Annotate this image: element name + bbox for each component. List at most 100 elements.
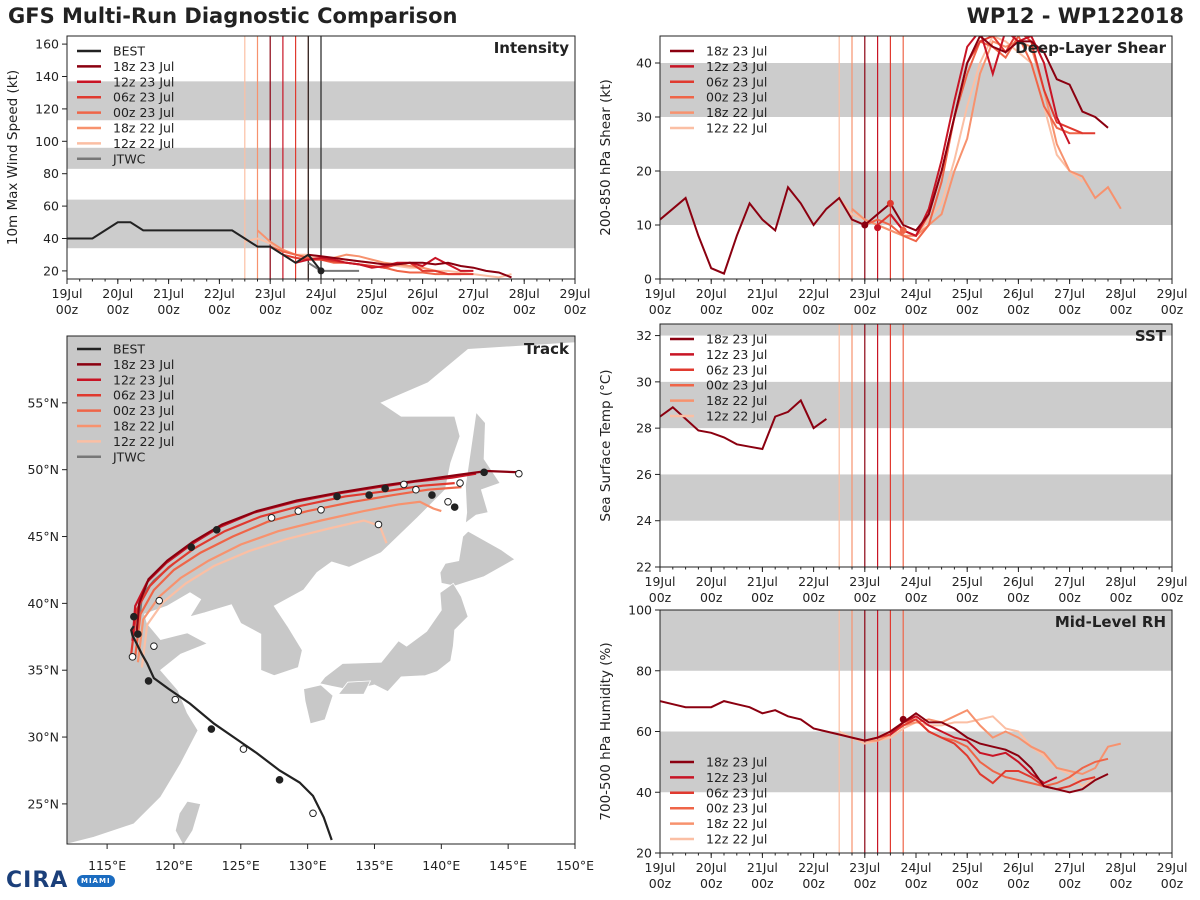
track-legend-label: 00z 23 Jul — [113, 403, 174, 418]
land-hokkaido — [439, 530, 516, 587]
logo-text: CIRA — [6, 868, 69, 893]
intensity-xtick-label-hour: 00z — [310, 302, 333, 317]
intensity-xtick-label-day: 27Jul — [458, 286, 489, 301]
sst-legend-label: 00z 23 Jul — [706, 378, 767, 393]
shear-xtick-label-day: 25Jul — [952, 286, 983, 301]
intensity-title: Intensity — [494, 39, 570, 57]
sst-ytick-label: 26 — [636, 467, 652, 482]
shear-ytick-label: 40 — [636, 56, 652, 71]
sst-xtick-label-hour: 00z — [649, 590, 672, 605]
rh-xtick-label-hour: 00z — [1058, 876, 1081, 891]
shear-xtick-label-day: 22Jul — [798, 286, 829, 301]
shear-xtick-label-day: 27Jul — [1054, 286, 1085, 301]
intensity-legend-label: 12z 22 Jul — [113, 136, 174, 151]
intensity-series-group — [67, 221, 512, 279]
sst-xtick-label-day: 26Jul — [1003, 574, 1034, 589]
rh-ytick-label: 40 — [636, 785, 652, 800]
shear-ytick-label: 0 — [644, 272, 652, 287]
sst-legend-label: 12z 22 Jul — [706, 409, 767, 424]
sst-legend-label: 18z 22 Jul — [706, 393, 767, 408]
shear-marker-0 — [861, 221, 869, 229]
sst-ytick-label: 30 — [636, 374, 652, 389]
shear-xtick-label-hour: 00z — [1058, 302, 1081, 317]
intensity-xtick-label-day: 22Jul — [204, 286, 235, 301]
panel-track: 115°E 120°E 125°E 130°E 135°E 140°E 145°E 150°E… — [27, 335, 594, 873]
rh-band-1 — [660, 610, 1172, 671]
track-point — [239, 745, 248, 753]
sst-legend-label: 18z 23 Jul — [706, 332, 767, 347]
shear-xtick-label-day: 19Jul — [645, 286, 676, 301]
shear-ylabel: 200-850 hPa Shear (kt) — [598, 79, 614, 236]
shear-xtick-label-day: 29Jul — [1157, 286, 1188, 301]
shear-xtick-label-hour: 00z — [649, 302, 672, 317]
track-point — [134, 630, 142, 638]
intensity-legend-label: 18z 23 Jul — [113, 59, 174, 74]
rh-marker-0 — [899, 715, 907, 723]
rh-xtick-label-hour: 00z — [956, 876, 979, 891]
land-shikoku — [337, 680, 372, 695]
track-point — [294, 507, 303, 515]
track-point — [400, 480, 408, 489]
rh-legend-label: 18z 22 Jul — [706, 816, 767, 831]
rh-legend-label: 06z 23 Jul — [706, 785, 767, 800]
rh-legend-label: 00z 23 Jul — [706, 801, 767, 816]
shear-series-00z-23-jul — [864, 36, 1083, 243]
shear-xtick-label-hour: 00z — [751, 302, 774, 317]
shear-xtick-label-hour: 00z — [802, 302, 825, 317]
rh-series-12z-23-jul — [889, 715, 1058, 785]
shear-xtick-label-day: 28Jul — [1105, 286, 1136, 301]
shear-band-1 — [660, 63, 1172, 117]
rh-title: Mid-Level RH — [1055, 613, 1166, 631]
track-land-group — [67, 336, 575, 844]
shear-ytick-label: 10 — [636, 218, 652, 233]
sst-ytick-label: 24 — [636, 513, 652, 528]
track-legend-label: BEST — [113, 342, 145, 357]
intensity-ytick-label: 20 — [43, 263, 59, 278]
track-point — [450, 503, 459, 511]
intensity-legend-label: 00z 23 Jul — [113, 105, 174, 120]
shear-marker-2 — [886, 199, 894, 207]
shear-legend-label: 12z 22 Jul — [706, 121, 767, 136]
intensity-xtick-label-day: 23Jul — [255, 286, 286, 301]
track-lat-label: 45°N — [27, 529, 59, 544]
track-lon-label: 130°E — [289, 858, 327, 873]
shear-xtick-label-day: 26Jul — [1003, 286, 1034, 301]
shear-legend-label: 18z 22 Jul — [706, 105, 767, 120]
intensity-legend-label: BEST — [113, 44, 145, 59]
track-lon-label: 120°E — [155, 858, 193, 873]
track-point — [428, 491, 436, 499]
intensity-xtick-label-day: 29Jul — [560, 286, 591, 301]
shear-legend-label: 12z 23 Jul — [706, 59, 767, 74]
land-sakhalin — [464, 411, 501, 525]
cira-logo: CIRA MIAMI — [6, 868, 115, 893]
rh-series-group — [660, 700, 1122, 794]
rh-ytick-label: 60 — [636, 724, 652, 739]
intensity-xtick-label-hour: 00z — [513, 302, 536, 317]
track-legend-label: 18z 22 Jul — [113, 419, 174, 434]
sst-xtick-label-hour: 00z — [956, 590, 979, 605]
sst-xtick-label-day: 29Jul — [1157, 574, 1188, 589]
rh-xtick-label-hour: 00z — [700, 876, 723, 891]
intensity-xtick-label-hour: 00z — [361, 302, 384, 317]
sst-xtick-label-hour: 00z — [1058, 590, 1081, 605]
sst-xtick-label-hour: 00z — [905, 590, 928, 605]
shear-ytick-label: 30 — [636, 110, 652, 125]
track-best — [130, 625, 333, 841]
storm-id: WP12 - WP122018 — [966, 4, 1184, 28]
figure-title: GFS Multi-Run Diagnostic Comparison — [8, 4, 458, 28]
track-legend-label: 12z 22 Jul — [113, 434, 174, 449]
track-point — [381, 484, 389, 493]
shear-legend-label: 06z 23 Jul — [706, 74, 767, 89]
rh-xtick-label-hour: 00z — [649, 876, 672, 891]
track-lat-label: 35°N — [27, 663, 59, 678]
shear-xtick-label-day: 23Jul — [849, 286, 880, 301]
intensity-ytick-label: 40 — [43, 231, 59, 246]
rh-xtick-label-hour: 00z — [1007, 876, 1030, 891]
intensity-xtick-label-hour: 00z — [462, 302, 485, 317]
rh-xtick-label-hour: 00z — [802, 876, 825, 891]
rh-xtick-label-day: 23Jul — [849, 860, 880, 875]
track-title: Track — [524, 340, 570, 358]
intensity-xtick-label-day: 26Jul — [407, 286, 438, 301]
sst-xtick-label-day: 25Jul — [952, 574, 983, 589]
panel-shear: 19Jul00z20Jul00z21Jul00z22Jul00z23Jul00z… — [598, 35, 1188, 317]
